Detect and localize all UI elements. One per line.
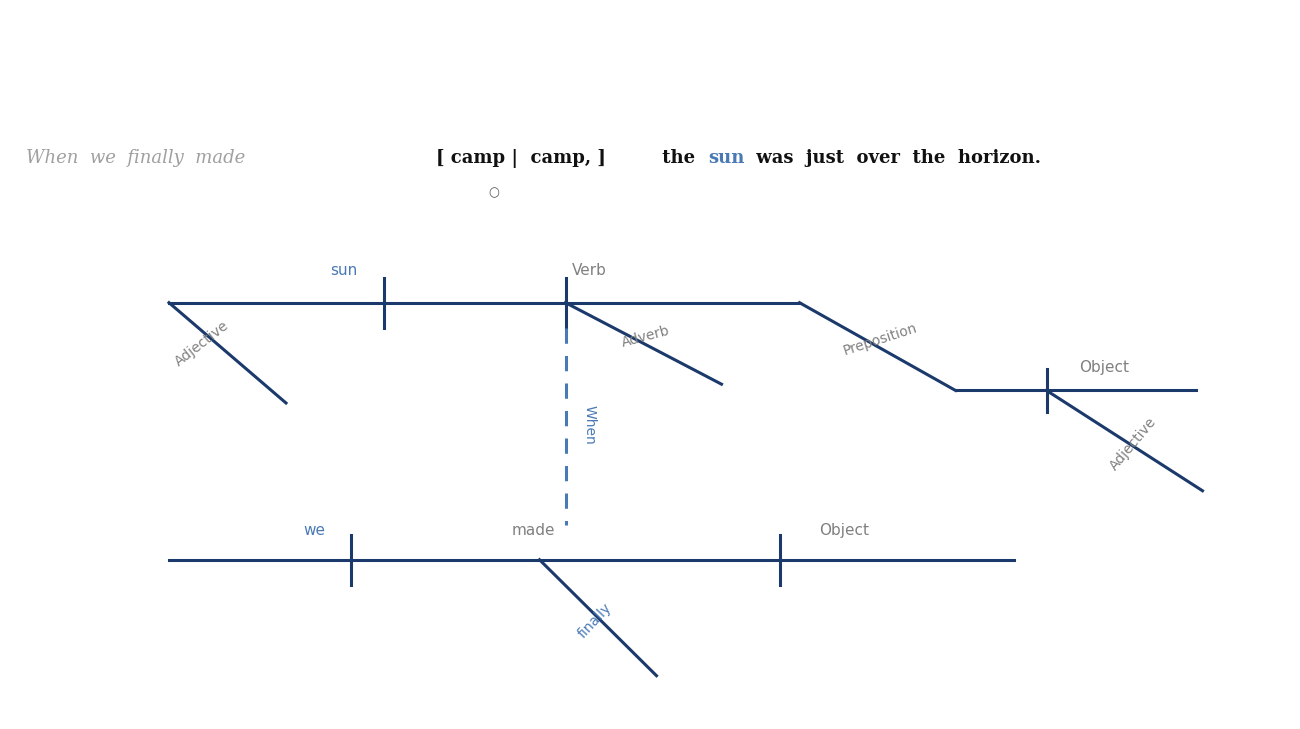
Text: Object: Object xyxy=(1079,360,1128,375)
Text: Learn with Diagrams: Learn with Diagrams xyxy=(263,15,1037,87)
Text: When: When xyxy=(582,405,597,445)
Text: was  just  over  the  horizon.: was just over the horizon. xyxy=(750,149,1041,168)
Text: Verb: Verb xyxy=(572,262,607,278)
Text: finally: finally xyxy=(576,601,615,642)
Text: the: the xyxy=(656,149,696,168)
Text: made: made xyxy=(511,523,555,538)
Text: When  we  finally  made: When we finally made xyxy=(26,149,246,168)
Text: Adverb: Adverb xyxy=(620,324,672,351)
Text: we: we xyxy=(303,523,325,538)
Text: sun: sun xyxy=(330,262,358,278)
Text: Preposition: Preposition xyxy=(841,321,919,358)
Text: Adjective: Adjective xyxy=(1108,415,1160,473)
Text: Adjective: Adjective xyxy=(172,318,231,369)
Text: [ camp |  camp, ]: [ camp | camp, ] xyxy=(436,149,606,168)
Text: Object: Object xyxy=(819,523,868,538)
Text: sun: sun xyxy=(708,149,745,168)
Text: ○: ○ xyxy=(489,187,499,200)
